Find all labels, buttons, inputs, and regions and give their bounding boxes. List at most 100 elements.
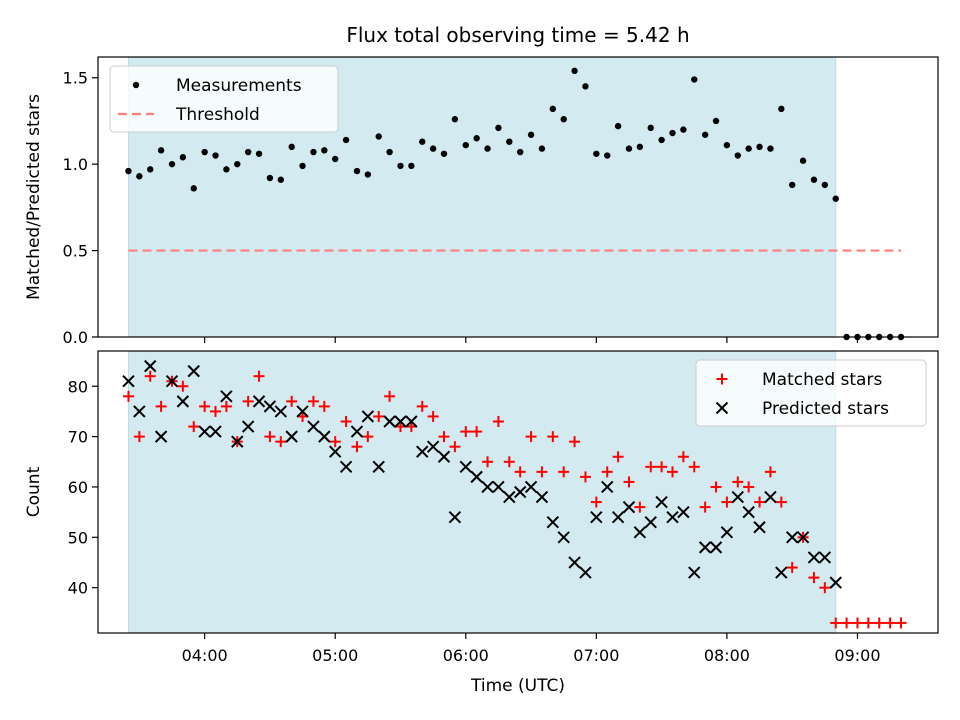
data-point: [778, 105, 785, 113]
data-point: [799, 157, 807, 164]
data-point: [125, 167, 132, 175]
data-point: [373, 410, 385, 422]
legend-marker: [715, 401, 729, 415]
data-point: [264, 431, 276, 443]
data-point: [895, 617, 907, 629]
data-point: [796, 531, 810, 544]
data-point: [546, 516, 560, 529]
data-point: [147, 166, 154, 173]
data-point: [266, 174, 274, 182]
data-point: [397, 162, 404, 170]
data-point: [157, 147, 165, 154]
x-tick-label: 09:00: [834, 646, 880, 665]
data-point: [634, 501, 646, 513]
data-point: [636, 143, 644, 151]
data-point: [884, 617, 896, 629]
data-point: [329, 436, 341, 448]
data-point: [764, 490, 777, 504]
data-point: [328, 445, 342, 458]
data-point: [318, 430, 331, 443]
data-point: [732, 476, 744, 488]
y-tick-label: 40: [68, 579, 88, 598]
data-point: [375, 133, 382, 140]
legend-box: [695, 359, 927, 427]
data-point: [408, 162, 415, 170]
data-point: [775, 496, 787, 508]
data-point: [614, 122, 622, 130]
data-point: [557, 531, 570, 544]
data-point: [579, 566, 592, 579]
legend-label: Threshold: [175, 105, 260, 125]
data-point: [506, 138, 513, 145]
data-point: [133, 405, 146, 418]
data-point: [361, 410, 375, 423]
y-tick-label: 0.5: [63, 242, 88, 261]
legend: Matched stars Predicted stars: [695, 359, 927, 427]
data-point: [470, 470, 483, 484]
data-point: [656, 461, 668, 473]
data-point: [307, 395, 319, 407]
data-point: [832, 195, 839, 202]
data-point: [743, 481, 755, 493]
y-tick-label: 60: [68, 478, 88, 497]
data-point: [362, 431, 374, 443]
data-point: [386, 148, 393, 156]
data-point: [179, 154, 187, 161]
data-point: [201, 148, 208, 156]
y-tick-label: 1.5: [63, 69, 88, 88]
data-point: [611, 510, 625, 524]
data-point: [688, 566, 701, 579]
data-point: [419, 138, 426, 145]
data-point: [667, 466, 679, 478]
data-point: [144, 370, 156, 382]
data-point: [721, 496, 733, 508]
data-point: [372, 460, 385, 474]
x-axis-label: Time (UTC): [470, 676, 565, 696]
data-point: [622, 500, 636, 514]
data-point: [449, 441, 461, 453]
data-point: [176, 395, 190, 408]
data-point: [340, 416, 352, 427]
data-point: [723, 141, 731, 149]
data-point: [136, 173, 143, 180]
data-point: [560, 116, 567, 123]
data-point: [155, 400, 167, 412]
data-point: [426, 440, 440, 453]
data-point: [288, 143, 295, 151]
data-point: [492, 480, 505, 494]
data-point: [691, 76, 698, 83]
data-point: [669, 129, 676, 137]
legend-label: Matched stars: [762, 370, 882, 390]
y-axis-label: Count: [24, 466, 44, 517]
data-point: [244, 148, 252, 156]
data-point: [873, 617, 885, 629]
data-point: [133, 431, 145, 443]
data-point: [332, 155, 339, 163]
data-point: [492, 416, 504, 427]
data-point: [364, 171, 372, 178]
legend-marker: [716, 373, 728, 385]
data-point: [677, 505, 690, 519]
data-point: [810, 176, 818, 183]
data-point: [122, 390, 134, 402]
data-point: [644, 516, 657, 529]
data-point: [212, 152, 219, 159]
data-point: [742, 505, 755, 519]
data-point: [516, 148, 524, 156]
data-point: [462, 141, 469, 149]
y-axis-label: Matched/Predicted stars: [24, 94, 44, 300]
data-point: [536, 466, 548, 478]
data-point: [720, 526, 734, 539]
x-tick-label: 04:00: [182, 646, 228, 665]
axes-frame: [97, 56, 939, 338]
data-point: [210, 405, 222, 417]
x-tick-label: 05:00: [312, 646, 358, 665]
data-point: [296, 405, 309, 418]
legend-marker: [132, 81, 140, 89]
data-point: [745, 145, 752, 152]
data-point: [188, 421, 200, 433]
data-point: [709, 541, 723, 554]
data-point: [582, 83, 589, 90]
data-point: [427, 410, 439, 422]
data-point: [655, 495, 668, 509]
